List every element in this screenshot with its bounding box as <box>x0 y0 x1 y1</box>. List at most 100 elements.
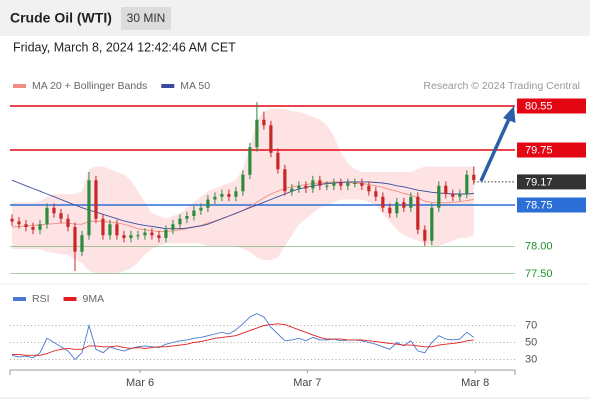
candle-body <box>94 180 98 219</box>
candle-body <box>332 183 336 186</box>
candle-body <box>192 210 196 216</box>
candle-body <box>255 119 259 148</box>
price-level-label: 79.17 <box>525 176 553 188</box>
price-level-label: 77.50 <box>525 268 553 280</box>
candle-body <box>17 221 21 225</box>
candle-body <box>108 224 112 236</box>
candle-body <box>423 229 427 241</box>
candle-body <box>360 183 364 186</box>
candle-body <box>66 218 70 227</box>
candle-body <box>87 180 91 236</box>
candle-body <box>136 235 140 237</box>
candle-body <box>374 191 378 197</box>
legend-label: 9MA <box>83 293 105 305</box>
candle-body <box>143 232 147 236</box>
candle-body <box>262 119 266 126</box>
candle-body <box>388 207 392 214</box>
candle-body <box>164 229 168 238</box>
candle-body <box>185 216 189 219</box>
candle-body <box>24 224 28 227</box>
interval-label[interactable]: 30 MIN <box>127 11 166 25</box>
candle-body <box>437 185 441 208</box>
candle-body <box>10 218 14 222</box>
candle-body <box>241 174 245 192</box>
candle-body <box>346 183 350 186</box>
candle-body <box>290 188 294 192</box>
price-level-box <box>517 98 586 114</box>
candle-body <box>409 196 413 208</box>
candle-body <box>458 194 462 197</box>
y-tick-label: 30 <box>525 353 537 365</box>
candle-body <box>178 218 182 225</box>
legend-label: MA 50 <box>180 80 210 92</box>
candle-body <box>444 185 448 194</box>
candle-body <box>157 235 161 238</box>
legend-label: MA 20 + Bollinger Bands <box>32 80 147 92</box>
candle-body <box>59 213 63 219</box>
candle-body <box>311 180 315 189</box>
rsi-line <box>12 323 474 356</box>
x-tick-label: Mar 6 <box>126 377 154 389</box>
y-tick-label: 50 <box>525 336 537 348</box>
candle-body <box>150 232 154 236</box>
interval-button[interactable] <box>121 7 171 30</box>
candle-body <box>248 147 252 175</box>
price-level-box <box>517 142 586 158</box>
price-level-box <box>517 174 586 190</box>
y-tick-label: 70 <box>525 319 537 331</box>
price-level-box <box>517 197 586 213</box>
header-bar <box>0 0 590 36</box>
candle-body <box>73 227 77 252</box>
candle-body <box>31 227 35 230</box>
candle-body <box>52 207 56 214</box>
timestamp: Friday, March 8, 2024 12:42:46 AM CET <box>13 40 236 54</box>
candle-body <box>402 202 406 208</box>
price-level-label: 79.75 <box>525 144 553 156</box>
price-level-label: 78.75 <box>525 199 553 211</box>
candle-body <box>472 174 476 181</box>
candle-body <box>129 235 133 238</box>
legend-label: RSI <box>32 293 50 305</box>
price-level-label: 78.00 <box>525 241 553 253</box>
candle-body <box>395 202 399 214</box>
legend-swatch <box>161 84 175 88</box>
legend-swatch <box>13 84 26 88</box>
candle-body <box>220 194 224 197</box>
x-tick-label: Mar 8 <box>461 377 489 389</box>
candle-body <box>283 169 287 192</box>
forecast-arrow <box>479 106 516 182</box>
candle-body <box>199 207 203 211</box>
candle-body <box>80 235 84 252</box>
legend-swatch <box>13 297 26 301</box>
credit: Research © 2024 Trading Central <box>423 80 580 92</box>
candle-body <box>115 224 119 236</box>
candle-body <box>122 235 126 238</box>
candle-body <box>227 194 231 197</box>
price-level-label: 80.55 <box>525 100 553 112</box>
candle-body <box>45 207 49 225</box>
legend-swatch <box>63 297 77 301</box>
candle-body <box>353 183 357 184</box>
candle-body <box>465 174 469 194</box>
candle-body <box>318 180 322 186</box>
candle-body <box>269 125 273 153</box>
candle-body <box>101 218 105 236</box>
candle-body <box>430 207 434 241</box>
x-tick-label: Mar 7 <box>293 377 321 389</box>
candle-body <box>381 196 385 208</box>
candle-body <box>206 199 210 208</box>
candle-body <box>416 196 420 230</box>
candle-body <box>304 185 308 189</box>
candle-body <box>213 196 217 200</box>
candle-body <box>339 183 343 186</box>
rsi-line <box>11 313 475 361</box>
candle-body <box>367 185 371 192</box>
instrument-title: Crude Oil (WTI) <box>10 10 112 26</box>
candle-body <box>276 152 280 170</box>
candle-body <box>38 224 42 230</box>
candle-body <box>325 185 329 187</box>
chart-layer: MA 20 + Bollinger Bands MA 50 80.55 79.75 79… <box>10 80 586 389</box>
candle-body <box>234 191 238 197</box>
candle-body <box>297 185 301 189</box>
